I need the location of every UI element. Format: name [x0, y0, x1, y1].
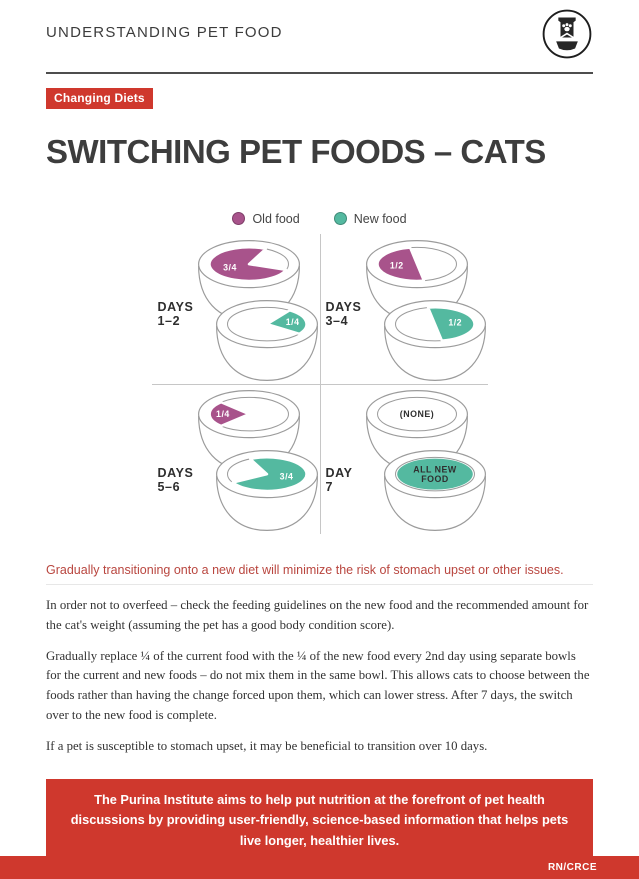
day-label: DAYS 1–2	[158, 300, 194, 329]
new-food-bowl: 1/4	[204, 292, 330, 394]
bottom-bar: RN/CRCE	[0, 856, 639, 879]
day-label-line: DAYS	[325, 299, 362, 314]
day-label: DAYS 3–4	[326, 300, 362, 329]
day-label-line: DAY	[325, 465, 353, 480]
lead-divider	[46, 583, 593, 585]
day-label-line: 3–4	[325, 314, 349, 329]
day-label-line: 1–2	[157, 314, 181, 329]
purina-mission-banner: The Purina Institute aims to help put nu…	[46, 778, 593, 863]
bowl-portion-label: 3/4	[279, 471, 293, 481]
header: UNDERSTANDING PET FOOD	[46, 0, 593, 66]
bowl-portion-label: 1/2	[448, 317, 462, 327]
bowl-portion-label: ALL NEW FOOD	[413, 464, 457, 484]
new-food-bowl: 3/4	[204, 442, 330, 544]
day-label-line: 5–6	[157, 480, 181, 495]
document-code: RN/CRCE	[547, 862, 597, 873]
section-badge: Changing Diets	[46, 88, 153, 109]
legend-dot-icon	[333, 212, 347, 226]
header-title: UNDERSTANDING PET FOOD	[46, 24, 283, 41]
new-food-bowl: 1/2	[372, 292, 498, 394]
day-label: DAYS 5–6	[158, 466, 194, 495]
day-label-line: DAYS	[157, 299, 194, 314]
new-food-bowl: ALL NEW FOOD	[372, 442, 498, 544]
bowl-portion-label: (NONE)	[399, 409, 433, 419]
pet-food-bag-and-bowl-icon	[541, 8, 593, 60]
diagram-quadrant-days-3–4: DAYS 3–4 1/2 1/2	[320, 234, 488, 384]
page-title: SWITCHING PET FOODS – CATS	[46, 133, 546, 170]
legend-item-old-food: Old food	[232, 211, 300, 226]
diagram-quadrant-day-7: DAY 7 (NONE) ALL NEW FOOD	[320, 384, 488, 534]
day-label: DAY 7	[326, 466, 353, 495]
day-label-line: 7	[325, 480, 334, 495]
bowl-portion-label: 1/2	[389, 260, 403, 270]
body-copy: In order not to overfeed – check the fee…	[46, 596, 593, 757]
bowl-portion-label: 1/4	[285, 317, 299, 327]
header-divider	[46, 72, 593, 74]
diagram-quadrant-days-5–6: DAYS 5–6 1/4 3/4	[152, 384, 320, 534]
diagram-quadrant-days-1–2: DAYS 1–2 3/4 1/4	[152, 234, 320, 384]
transition-diagram: DAYS 1–2 3/4 1/4 DAYS 3–4 1/2 1/2 DAYS 5–6 1/4 3/4 D…	[151, 233, 488, 534]
legend-label: Old food	[252, 211, 300, 226]
current-food-bowl: 1/2	[354, 232, 480, 334]
legend-label: New food	[353, 211, 407, 226]
diagram-vertical-divider	[319, 233, 321, 534]
legend: Old food New food	[46, 212, 593, 226]
bowl-portion-label: 1/4	[216, 409, 230, 419]
current-food-bowl: 1/4	[186, 382, 312, 484]
paragraph-replace: Gradually replace ¼ of the current food …	[46, 648, 590, 723]
legend-item-new-food: New food	[333, 211, 407, 226]
current-food-bowl: 3/4	[186, 232, 312, 334]
bowl-portion-label: 3/4	[223, 262, 237, 272]
day-label-line: DAYS	[157, 465, 194, 480]
legend-dot-icon	[232, 212, 246, 226]
paragraph-overfeed: In order not to overfeed – check the fee…	[46, 597, 589, 632]
paragraph-sensitive: If a pet is susceptible to stomach upset…	[46, 738, 488, 753]
lead-sentence: Gradually transitioning onto a new diet …	[46, 562, 564, 577]
